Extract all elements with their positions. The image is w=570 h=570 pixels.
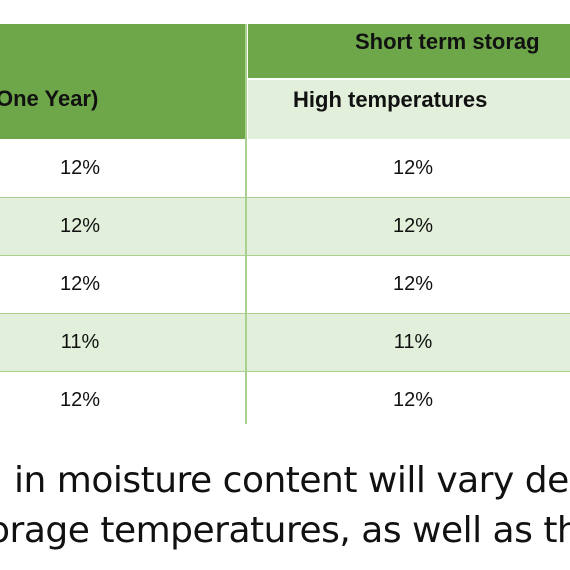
table-row: 12% 12% [0, 255, 570, 313]
column-divider [245, 24, 247, 424]
table-group-header-cell [248, 24, 570, 78]
paragraph-line-2: orage temperatures, as well as th [0, 510, 570, 551]
table-cell-one-year: 12% [59, 389, 101, 411]
column-header-one-year: One Year) [0, 86, 99, 111]
paragraph-line-1: in moisture content will vary dep [14, 460, 570, 501]
table-cell-high-temperatures: 12% [392, 215, 434, 237]
column-subheader-high-temperatures: High temperatures [293, 87, 488, 112]
table-cell-one-year: 12% [59, 157, 101, 179]
table-cell-one-year: 12% [59, 215, 101, 237]
table-cell-high-temperatures: 12% [392, 389, 434, 411]
row-divider [0, 197, 570, 198]
table-row: 12% 12% [0, 139, 570, 197]
row-divider [0, 255, 570, 256]
table-row: 11% 11% [0, 313, 570, 371]
table-cell-one-year: 11% [60, 331, 100, 353]
table-cell-one-year: 12% [59, 273, 101, 295]
table-row: 12% 12% [0, 371, 570, 429]
table-row: 12% 12% [0, 197, 570, 255]
table-subheader-cell [248, 80, 570, 139]
column-group-header-short-term-storage: Short term storag [355, 29, 540, 54]
row-divider [0, 371, 570, 372]
table-cell-high-temperatures: 12% [392, 273, 434, 295]
table-header-cell-left [0, 24, 245, 139]
table-cell-high-temperatures: 12% [392, 157, 434, 179]
table-cell-high-temperatures: 11% [393, 331, 433, 353]
row-divider [0, 313, 570, 314]
